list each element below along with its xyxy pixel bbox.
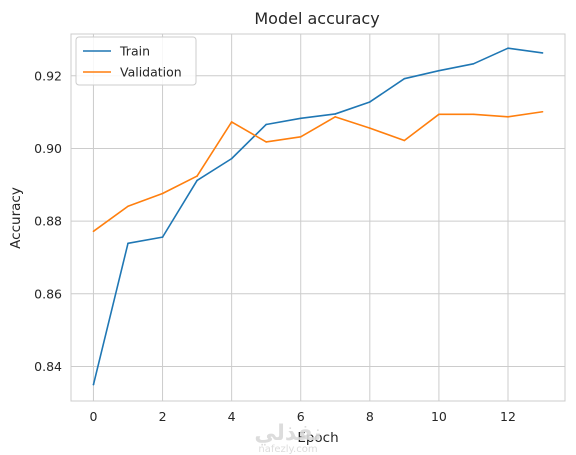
series-line-train (92, 47, 543, 385)
data-point-validation (438, 113, 440, 116)
x-tick-label: 10 (431, 409, 447, 424)
data-point-validation (507, 116, 509, 118)
data-point-train (230, 157, 233, 160)
y-tick-label: 0.84 (34, 359, 62, 374)
data-point-validation (472, 113, 475, 116)
x-tick-labels: 0 2 4 6 8 10 12 (89, 409, 515, 424)
data-point-validation (161, 192, 164, 195)
chart-title: Model accuracy (254, 9, 379, 28)
x-tick-label: 8 (366, 409, 374, 424)
data-point-validation (334, 116, 337, 118)
plot-frame (70, 33, 566, 402)
data-point-validation (299, 136, 302, 138)
data-point-validation (127, 205, 129, 208)
data-point-train (265, 123, 267, 126)
x-axis-label: Epoch (297, 430, 338, 446)
y-tick-label: 0.92 (34, 68, 62, 83)
x-tick-label: 4 (228, 409, 236, 424)
data-point-train (369, 101, 371, 103)
watermark-text: نفذلي (254, 421, 321, 446)
data-point-train (403, 77, 406, 80)
data-point-validation (265, 141, 267, 143)
data-point-train (161, 236, 164, 238)
data-point-validation (230, 121, 233, 123)
legend: Train Validation (75, 36, 197, 86)
series-line-validation (92, 110, 543, 232)
grid (71, 34, 565, 401)
data-point-validation (369, 127, 371, 129)
data-point-train (472, 63, 475, 65)
y-tick-label: 0.88 (34, 214, 62, 229)
data-point-train (438, 69, 440, 72)
y-axis-label: Accuracy (8, 187, 24, 249)
series-lines (92, 47, 544, 386)
data-point-train (541, 52, 544, 54)
y-tick-label: 0.86 (34, 286, 62, 301)
x-tick-label: 12 (500, 409, 516, 424)
x-tick-label: 6 (297, 409, 305, 424)
watermark: نفذلي nafezly.com (254, 421, 321, 455)
data-point-train (299, 117, 302, 120)
data-point-train (92, 383, 95, 386)
x-tick-label: 0 (89, 409, 97, 424)
y-tick-labels: 0.84 0.86 0.88 0.90 0.92 (34, 68, 62, 374)
data-point-train (334, 113, 337, 115)
x-tick-label: 2 (159, 409, 167, 424)
y-tick-label: 0.90 (34, 141, 62, 156)
watermark-subtext: nafezly.com (258, 444, 317, 455)
data-point-validation (403, 139, 406, 142)
data-point-validation (92, 230, 95, 233)
data-point-train (127, 242, 129, 245)
data-point-validation (541, 110, 544, 113)
legend-train-label: Train (119, 44, 150, 59)
legend-validation-label: Validation (120, 65, 182, 80)
legend-box (75, 36, 197, 86)
data-point-train (196, 179, 198, 182)
data-point-validation (196, 175, 198, 177)
data-point-train (507, 47, 509, 49)
